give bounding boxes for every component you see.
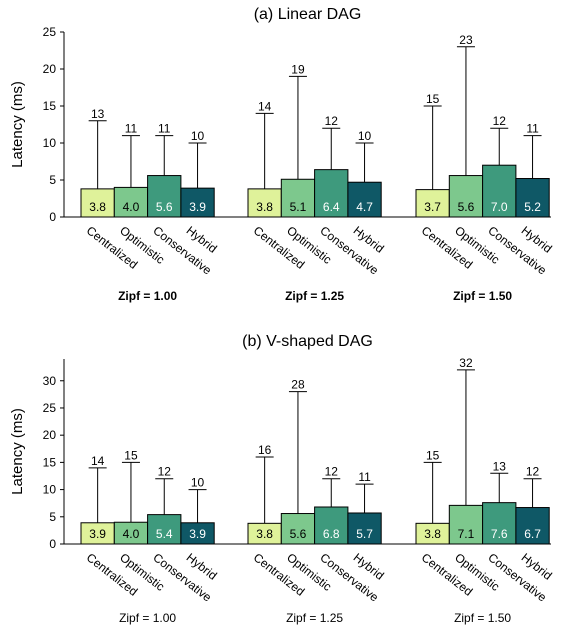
bar xyxy=(247,188,282,218)
bar xyxy=(448,175,484,218)
bar-value-label: 3.9 xyxy=(189,527,206,541)
bar-value-label: 3.8 xyxy=(424,527,441,541)
y-tick-label: 10 xyxy=(43,136,57,150)
y-tick-label: 10 xyxy=(43,483,57,497)
bar-value-label: 3.8 xyxy=(256,200,273,214)
bar-value-label: 3.8 xyxy=(89,200,106,214)
chart-title: (b) V-shaped DAG xyxy=(242,333,373,350)
bar-value-label: 7.1 xyxy=(458,527,475,541)
bar-value-label: 5.2 xyxy=(524,200,541,214)
bar xyxy=(515,507,550,545)
group-label: Zipf = 1.00 xyxy=(118,289,177,303)
max-value-label: 14 xyxy=(258,99,272,113)
y-tick-label: 15 xyxy=(43,99,57,113)
bar-value-label: 6.4 xyxy=(323,200,340,214)
y-tick-label: 5 xyxy=(49,510,56,524)
y-axis-label: Latency (ms) xyxy=(9,81,26,168)
bar xyxy=(280,513,316,545)
bar xyxy=(448,504,484,545)
y-tick-label: 20 xyxy=(43,62,57,76)
bar xyxy=(347,181,382,218)
bar xyxy=(347,512,382,545)
max-value-label: 11 xyxy=(358,470,371,484)
max-value-label: 23 xyxy=(459,33,473,47)
bar xyxy=(314,169,349,218)
max-value-label: 12 xyxy=(325,114,339,128)
bar xyxy=(515,178,550,218)
y-tick-label: 20 xyxy=(43,428,57,442)
y-tick-label: 5 xyxy=(49,173,56,187)
y-tick-label: 15 xyxy=(43,455,57,469)
y-tick-label: 0 xyxy=(49,210,56,224)
max-value-label: 15 xyxy=(426,92,440,106)
max-value-label: 12 xyxy=(158,465,172,479)
bar-value-label: 7.0 xyxy=(491,200,508,214)
max-value-label: 32 xyxy=(459,356,473,370)
bar-value-label: 7.6 xyxy=(491,527,508,541)
bar-value-label: 6.8 xyxy=(323,527,340,541)
group-label: Zipf = 1.00 xyxy=(119,611,176,625)
bar xyxy=(147,175,182,218)
bar-value-label: 4.0 xyxy=(123,527,140,541)
max-value-label: 12 xyxy=(526,465,540,479)
max-value-label: 11 xyxy=(125,122,138,136)
max-value-label: 16 xyxy=(258,443,272,457)
bar xyxy=(482,164,517,218)
bar-value-label: 3.7 xyxy=(424,200,441,214)
max-value-label: 12 xyxy=(493,114,507,128)
max-value-label: 19 xyxy=(291,62,305,76)
max-value-label: 28 xyxy=(291,378,305,392)
group-label: Zipf = 1.25 xyxy=(286,611,343,625)
bar-value-label: 6.7 xyxy=(524,527,541,541)
y-axis-label: Latency (ms) xyxy=(9,408,26,495)
bar-value-label: 4.0 xyxy=(123,200,140,214)
bar-value-label: 5.4 xyxy=(156,527,173,541)
bar-value-label: 5.6 xyxy=(458,200,475,214)
bar xyxy=(482,502,517,545)
max-value-label: 13 xyxy=(91,107,105,121)
bar-value-label: 5.6 xyxy=(290,527,307,541)
bar xyxy=(180,522,215,545)
bar-value-label: 4.7 xyxy=(356,200,373,214)
group-label: Zipf = 1.50 xyxy=(453,289,512,303)
bar-value-label: 5.6 xyxy=(156,200,173,214)
max-value-label: 11 xyxy=(526,122,539,136)
bar-value-label: 3.9 xyxy=(189,200,206,214)
max-value-label: 10 xyxy=(358,129,372,143)
max-value-label: 11 xyxy=(158,122,171,136)
y-tick-label: 0 xyxy=(49,537,56,551)
bar-value-label: 3.8 xyxy=(256,527,273,541)
max-value-label: 14 xyxy=(91,454,105,468)
y-tick-label: 25 xyxy=(43,25,57,39)
max-value-label: 10 xyxy=(191,129,205,143)
max-value-label: 12 xyxy=(325,465,339,479)
bar-value-label: 5.7 xyxy=(356,527,373,541)
y-tick-label: 30 xyxy=(43,374,57,388)
max-value-label: 10 xyxy=(191,476,205,490)
bar xyxy=(415,189,450,218)
y-tick-label: 25 xyxy=(43,401,57,415)
max-value-label: 13 xyxy=(493,459,507,473)
bar-value-label: 3.9 xyxy=(89,527,106,541)
chart-title: (a) Linear DAG xyxy=(254,6,362,23)
max-value-label: 15 xyxy=(124,448,138,462)
group-label: Zipf = 1.50 xyxy=(454,611,511,625)
bar-value-label: 5.1 xyxy=(290,200,307,214)
max-value-label: 15 xyxy=(426,448,440,462)
group-label: Zipf = 1.25 xyxy=(285,289,344,303)
bar xyxy=(314,506,349,545)
bar xyxy=(180,187,215,218)
